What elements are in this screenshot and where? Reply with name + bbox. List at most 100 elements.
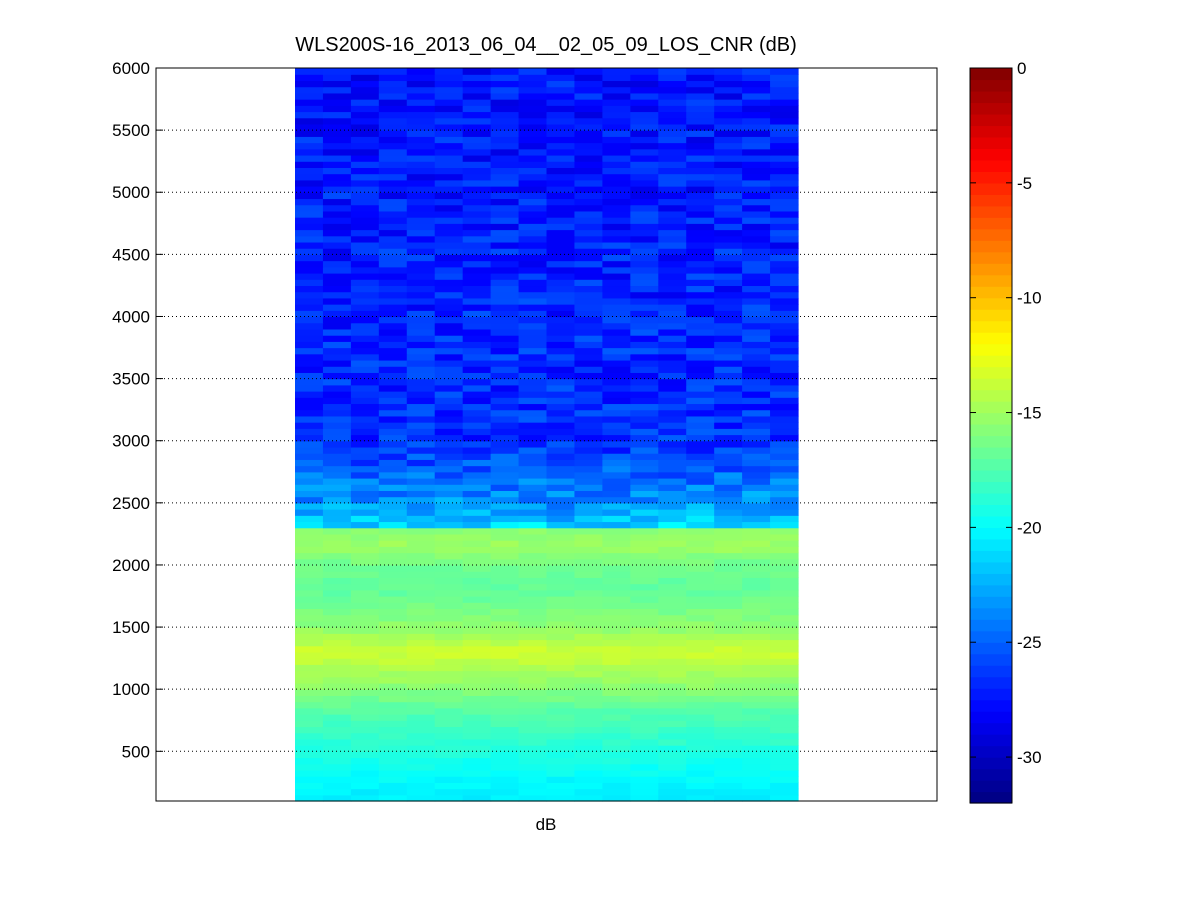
heatmap-cell bbox=[322, 123, 352, 131]
heatmap-cell bbox=[322, 235, 352, 243]
heatmap-cell bbox=[770, 291, 799, 299]
heatmap-cell bbox=[434, 701, 464, 709]
heatmap-cell bbox=[742, 689, 771, 696]
heatmap-cell bbox=[434, 627, 464, 634]
heatmap-cell bbox=[602, 266, 631, 274]
heatmap-cell bbox=[518, 738, 548, 746]
heatmap-cell bbox=[546, 651, 576, 659]
colorbar-segment bbox=[970, 182, 1012, 195]
heatmap-cell bbox=[658, 521, 687, 529]
heatmap-cell bbox=[462, 583, 492, 591]
heatmap-cell bbox=[490, 154, 520, 162]
heatmap-cell bbox=[602, 347, 631, 355]
heatmap-cell bbox=[602, 726, 631, 734]
colorbar-segment bbox=[970, 159, 1012, 172]
heatmap-cell bbox=[295, 465, 324, 473]
heatmap-cell bbox=[546, 117, 576, 125]
heatmap-cell bbox=[350, 422, 380, 429]
heatmap-cell bbox=[518, 68, 548, 75]
heatmap-cell bbox=[742, 92, 771, 100]
heatmap-cell bbox=[462, 130, 492, 137]
heatmap-cell bbox=[630, 123, 659, 131]
heatmap-cell bbox=[322, 322, 352, 330]
heatmap-cell bbox=[490, 446, 520, 454]
heatmap-cell bbox=[518, 639, 548, 647]
heatmap-cell bbox=[714, 92, 743, 100]
heatmap-cell bbox=[602, 167, 631, 175]
heatmap-cell bbox=[378, 682, 408, 690]
heatmap-cell bbox=[770, 297, 799, 305]
heatmap-cell bbox=[658, 546, 687, 554]
heatmap-cell bbox=[295, 533, 324, 541]
heatmap-cell bbox=[350, 148, 380, 156]
heatmap-cell bbox=[462, 223, 492, 231]
colorbar-segment bbox=[970, 68, 1012, 81]
heatmap-cell bbox=[378, 496, 408, 504]
heatmap-cell bbox=[378, 782, 408, 790]
heatmap-cell bbox=[574, 446, 603, 454]
heatmap-cell bbox=[434, 384, 464, 392]
heatmap-cell bbox=[630, 403, 659, 411]
heatmap-cell bbox=[658, 509, 687, 516]
heatmap-cell bbox=[546, 689, 576, 696]
heatmap-cell bbox=[350, 639, 380, 647]
heatmap-cell bbox=[490, 769, 520, 777]
heatmap-cell bbox=[518, 279, 548, 287]
heatmap-cell bbox=[602, 142, 631, 150]
heatmap-cell bbox=[770, 776, 799, 783]
heatmap-cell bbox=[406, 74, 436, 82]
heatmap-cell bbox=[714, 701, 743, 709]
heatmap-cell bbox=[742, 446, 771, 454]
heatmap-cell bbox=[406, 235, 436, 243]
heatmap-cell bbox=[490, 310, 520, 318]
heatmap-cell bbox=[322, 596, 352, 603]
heatmap-cell bbox=[462, 552, 492, 560]
heatmap-cell bbox=[350, 664, 380, 672]
heatmap-cell bbox=[770, 328, 799, 336]
heatmap-cell bbox=[295, 459, 324, 467]
heatmap-cell bbox=[714, 533, 743, 541]
heatmap-cell bbox=[658, 664, 687, 672]
heatmap-cell bbox=[658, 403, 687, 411]
heatmap-cell bbox=[770, 720, 799, 728]
heatmap-cell bbox=[686, 502, 715, 510]
heatmap-cell bbox=[406, 248, 436, 255]
heatmap-cell bbox=[630, 540, 659, 547]
heatmap-cell bbox=[714, 123, 743, 131]
heatmap-cell bbox=[518, 316, 548, 324]
heatmap-cell bbox=[686, 366, 715, 373]
heatmap-cell bbox=[714, 204, 743, 212]
heatmap-cell bbox=[518, 291, 548, 299]
colorbar-segment bbox=[970, 401, 1012, 414]
heatmap-cell bbox=[686, 757, 715, 765]
heatmap-cell bbox=[574, 527, 603, 535]
heatmap-cell bbox=[462, 620, 492, 628]
heatmap-cell bbox=[574, 645, 603, 653]
heatmap-cell bbox=[742, 627, 771, 634]
heatmap-cell bbox=[714, 651, 743, 659]
heatmap-cell bbox=[686, 627, 715, 634]
heatmap-cell bbox=[295, 645, 324, 653]
heatmap-cell bbox=[350, 689, 380, 696]
heatmap-cell bbox=[658, 701, 687, 709]
heatmap-cell bbox=[658, 148, 687, 156]
heatmap-cell bbox=[630, 633, 659, 641]
heatmap-cell bbox=[714, 210, 743, 218]
heatmap-cell bbox=[490, 484, 520, 491]
heatmap-cell bbox=[378, 465, 408, 473]
heatmap-cell bbox=[434, 720, 464, 728]
heatmap-cell bbox=[658, 254, 687, 262]
heatmap-cell bbox=[546, 428, 576, 436]
heatmap-cell bbox=[462, 366, 492, 373]
heatmap-cell bbox=[350, 714, 380, 721]
heatmap-cell bbox=[742, 335, 771, 342]
heatmap-cell bbox=[770, 577, 799, 585]
heatmap-cell bbox=[434, 304, 464, 311]
colorbar-segment bbox=[970, 642, 1012, 655]
heatmap-cell bbox=[295, 130, 324, 137]
heatmap-cell bbox=[546, 484, 576, 491]
heatmap-cell bbox=[546, 341, 576, 349]
heatmap-cell bbox=[490, 397, 520, 405]
heatmap-cell bbox=[770, 645, 799, 653]
heatmap-cell bbox=[462, 707, 492, 715]
